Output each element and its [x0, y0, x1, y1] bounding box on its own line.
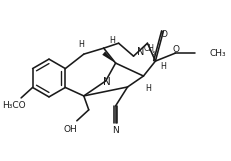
Text: O: O: [160, 30, 167, 39]
Text: N: N: [136, 47, 143, 57]
Polygon shape: [102, 52, 115, 63]
Text: O: O: [172, 45, 179, 54]
Text: ₃: ₃: [151, 48, 154, 57]
Text: N: N: [112, 126, 119, 135]
Text: N: N: [102, 77, 110, 87]
Text: H₃CO: H₃CO: [2, 101, 26, 110]
Text: H: H: [109, 36, 115, 45]
Text: H: H: [160, 62, 166, 71]
Text: CH: CH: [143, 44, 154, 53]
Text: OH: OH: [64, 125, 77, 134]
Text: H: H: [145, 85, 151, 93]
Text: H: H: [78, 40, 83, 49]
Text: CH₃: CH₃: [208, 49, 225, 58]
